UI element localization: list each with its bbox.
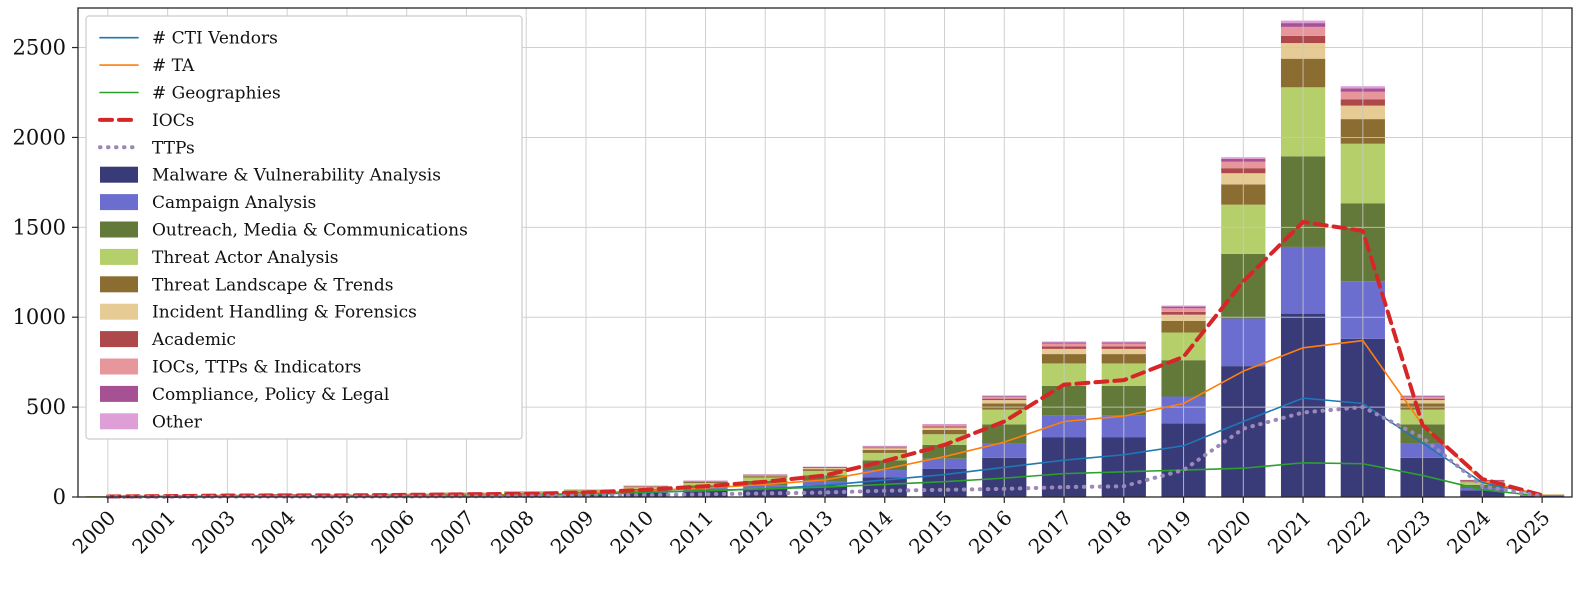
legend-item: Malware & Vulnerability Analysis xyxy=(100,166,441,186)
x-tick-label: 2012 xyxy=(725,506,778,559)
legend-label: Outreach, Media & Communications xyxy=(152,221,468,241)
legend-item: Campaign Analysis xyxy=(100,193,316,213)
x-tick-label: 2017 xyxy=(1024,506,1077,559)
legend-item: IOCs, TTPs & Indicators xyxy=(100,358,361,378)
x-tick-label: 2004 xyxy=(247,506,300,559)
legend-item: TTPs xyxy=(98,138,195,158)
y-axis: 0 500 1000 1500 2000 2500 xyxy=(13,36,78,509)
y-tick-label: 1500 xyxy=(13,215,66,239)
y-tick-label: 500 xyxy=(26,395,66,419)
legend-label: TTPs xyxy=(152,138,195,158)
y-tick-label: 1000 xyxy=(13,305,66,329)
legend-label: Threat Landscape & Trends xyxy=(152,275,393,295)
x-tick-label: 2020 xyxy=(1203,506,1256,559)
legend-swatch xyxy=(100,221,138,238)
legend-item: Threat Actor Analysis xyxy=(100,248,339,268)
x-tick-label: 2009 xyxy=(546,506,599,559)
legend-item: IOCs xyxy=(98,111,194,131)
y-tick-label: 2000 xyxy=(13,125,66,149)
legend-label: Campaign Analysis xyxy=(152,193,316,213)
x-tick-label: 2021 xyxy=(1263,506,1316,559)
x-tick-label: 2014 xyxy=(844,506,897,559)
legend-label: Compliance, Policy & Legal xyxy=(152,385,389,405)
legend-label: # TA xyxy=(152,56,195,76)
legend-item: Incident Handling & Forensics xyxy=(100,303,417,323)
legend-item: Academic xyxy=(100,330,236,350)
x-axis: 2000 2001 2003 2004 2005 2006 2007 2008 2009 2010… xyxy=(67,497,1555,559)
x-tick-label: 2019 xyxy=(1143,506,1196,559)
legend-item: # TA xyxy=(99,56,195,76)
legend-swatch xyxy=(100,385,138,402)
legend-label: Incident Handling & Forensics xyxy=(152,303,417,323)
x-tick-label: 2008 xyxy=(486,506,539,559)
x-tick-label: 2006 xyxy=(366,506,419,559)
x-tick-label: 2010 xyxy=(605,506,658,559)
legend-item: Other xyxy=(100,412,203,432)
legend-label: Other xyxy=(152,412,203,432)
legend-box xyxy=(85,15,523,440)
legend-label: # CTI Vendors xyxy=(152,29,278,49)
y-tick-label: 0 xyxy=(53,485,66,509)
legend-item: Compliance, Policy & Legal xyxy=(100,385,389,405)
x-tick-label: 2011 xyxy=(665,506,718,559)
legend-label: IOCs, TTPs & Indicators xyxy=(152,358,361,378)
legend-label: Threat Actor Analysis xyxy=(152,248,339,268)
x-tick-label: 2018 xyxy=(1083,506,1136,559)
legend-swatch xyxy=(100,194,138,211)
legend-label: Malware & Vulnerability Analysis xyxy=(152,166,441,186)
legend-item: Outreach, Media & Communications xyxy=(100,221,468,241)
x-tick-label: 2000 xyxy=(67,506,120,559)
y-tick-label: 2500 xyxy=(13,36,66,60)
legend-label: Academic xyxy=(151,330,236,350)
legend-item: # Geographies xyxy=(99,84,281,104)
legend-swatch xyxy=(100,248,138,265)
x-tick-label: 2001 xyxy=(127,506,180,559)
legend: # CTI Vendors # TA # Geographies IOCs TTPs Ma… xyxy=(85,15,523,440)
x-tick-label: 2023 xyxy=(1382,506,1435,559)
x-tick-label: 2025 xyxy=(1502,506,1555,559)
x-tick-label: 2024 xyxy=(1442,506,1495,559)
legend-swatch xyxy=(100,413,138,430)
x-tick-label: 2007 xyxy=(426,506,479,559)
legend-label: # Geographies xyxy=(152,84,281,104)
legend-swatch xyxy=(100,276,138,293)
x-tick-label: 2005 xyxy=(306,506,359,559)
x-tick-label: 2003 xyxy=(187,506,240,559)
legend-item: # CTI Vendors xyxy=(99,29,278,49)
legend-swatch xyxy=(100,303,138,320)
x-tick-label: 2016 xyxy=(964,506,1017,559)
legend-swatch xyxy=(100,358,138,375)
x-tick-label: 2022 xyxy=(1322,506,1375,559)
legend-swatch xyxy=(100,166,138,183)
legend-item: Threat Landscape & Trends xyxy=(100,275,393,295)
x-tick-label: 2013 xyxy=(785,506,838,559)
x-tick-label: 2015 xyxy=(904,506,957,559)
legend-label: IOCs xyxy=(152,111,194,131)
legend-swatch xyxy=(100,331,138,348)
